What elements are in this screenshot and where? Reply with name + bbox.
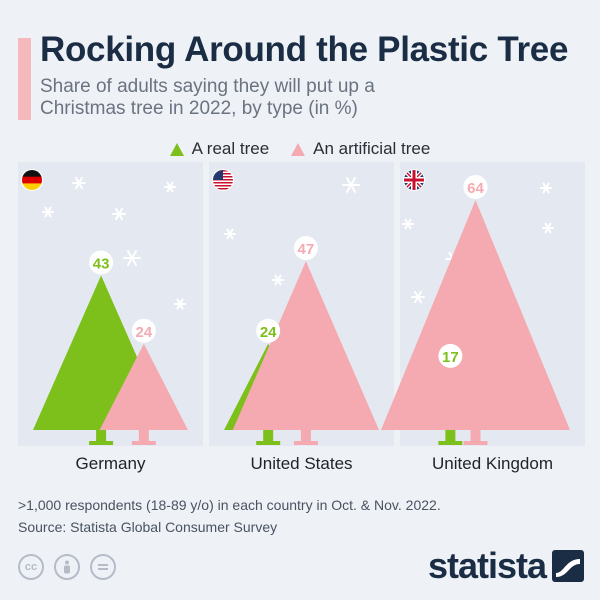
legend-item-real: A real tree [169,139,270,159]
germany-real-trunk [96,430,107,442]
legend-label-real: A real tree [191,139,270,158]
cc-license-icon[interactable]: cc [18,554,44,580]
germany-artificial-data-label: 24 [135,324,152,341]
germany-real-label-bg [89,250,114,275]
germany-artificial-label-bg [131,318,156,343]
united-states-artificial-trunk [300,430,311,442]
germany-flag-icon [21,169,43,191]
united-states-artificial-label-bg [293,236,318,261]
snowflake-icon [342,177,360,193]
snowflake-icon [72,176,86,190]
united-states-artificial-bar [232,261,379,430]
germany-artificial-bar [99,343,188,430]
chart-title: Rocking Around the Plastic Tree [40,30,569,69]
united-kingdom-artificial-bar [381,200,570,430]
license-icons: cc [18,554,116,580]
united-kingdom-flag-icon [403,169,425,191]
legend-item-artificial: An artificial tree [291,139,430,159]
snowflake-icon [164,181,176,193]
snowflake-icon [42,206,54,218]
germany-real-stand [89,441,114,445]
united-states-real-data-label: 24 [260,324,277,341]
legend-swatch-real [169,142,184,156]
germany-artificial-stand [131,441,156,445]
snowflake-icon [224,228,236,240]
snowflake-icon [272,274,284,286]
united-states-artificial-stand [293,441,318,445]
snowflake-icon [174,298,186,310]
footnote: >1,000 respondents (18-89 y/o) in each c… [18,494,441,538]
united-kingdom-artificial-trunk [470,430,481,442]
germany-real-data-label: 43 [93,255,110,272]
legend-swatch-artificial [291,142,306,156]
united-kingdom-artificial-tree [381,200,570,445]
chart-area: 43 24 Germany 24 47 United States 17 64 United K… [21,169,570,473]
legend-label-artificial: An artificial tree [313,139,431,158]
united-kingdom-artificial-stand [463,441,488,445]
united-states-real-label-bg [256,318,281,343]
snowflake-icon [112,207,126,221]
germany-artificial-tree [99,343,188,445]
united-kingdom-real-trunk [445,430,456,442]
statista-logo-icon [552,550,584,582]
attribution-icon[interactable] [54,554,80,580]
snowflake-icon [540,182,552,194]
united-kingdom-artificial-label-bg [463,175,488,199]
germany-artificial-trunk [138,430,149,442]
united-states-real-trunk [263,430,274,442]
footnote-respondents: >1,000 respondents (18-89 y/o) in each c… [18,497,441,513]
no-derivatives-icon[interactable] [90,554,116,580]
snowflake-icon [542,222,554,234]
snowflake-icon [402,218,414,230]
category-label-united-states: United States [250,454,352,473]
united-kingdom-real-label-bg [438,343,463,368]
united-states-artificial-data-label: 47 [298,241,315,258]
statista-logo[interactable]: statista [428,545,584,587]
chart-subtitle: Share of adults saying they will put up … [40,76,375,119]
united-kingdom-artificial-data-label: 64 [467,180,484,197]
snowflake-icon [411,290,425,304]
united-kingdom-real-data-label: 17 [442,349,459,366]
snowflake-icon [123,250,141,266]
united-states-flag-icon [212,169,234,191]
united-states-real-stand [256,441,281,445]
category-label-germany: Germany [76,454,146,473]
category-label-united-kingdom: United Kingdom [432,454,553,473]
united-states-artificial-tree [232,261,379,445]
brand-name: statista [427,545,547,586]
legend: A real tree An artificial tree [0,139,600,159]
united-kingdom-real-stand [438,441,463,445]
footnote-source: Source: Statista Global Consumer Survey [18,519,278,535]
title-accent-bar [18,38,31,120]
